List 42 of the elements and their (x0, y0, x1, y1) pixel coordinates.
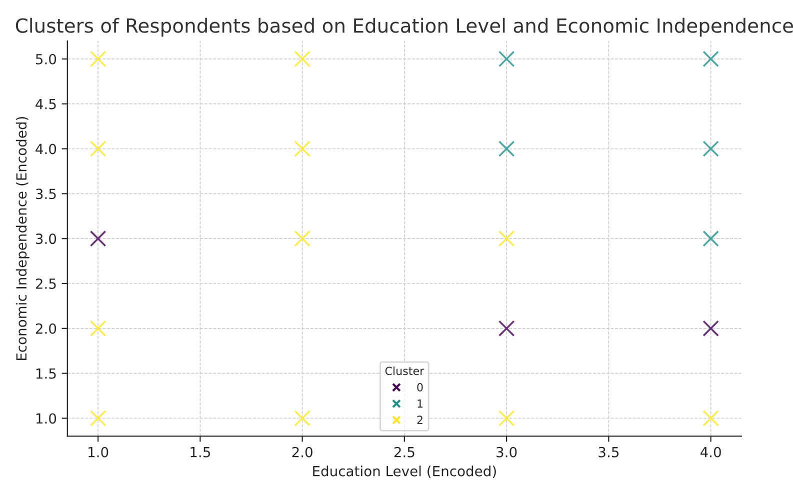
point (294, 230, 310, 247)
legend-label: 0 (417, 383, 423, 392)
x-tick-label: 2.5 (394, 446, 414, 458)
y-axis-title: Economic Independence (Encoded) (16, 117, 30, 360)
y-tick-label: 1.0 (36, 413, 56, 424)
point (90, 140, 106, 157)
point (498, 320, 515, 337)
legend-label: 2 (417, 416, 422, 424)
point (90, 230, 106, 247)
point (90, 410, 106, 426)
y-tick-label: 3.0 (36, 234, 56, 244)
point (498, 410, 515, 426)
point (294, 410, 310, 426)
legend-label: 1 (418, 399, 422, 408)
chart-title: Clusters of Respondents based on Education Level and Economic Independence (16, 18, 793, 37)
x-tick-label: 2.0 (292, 446, 312, 458)
x-tick-label: 4.0 (700, 446, 721, 458)
point (702, 320, 720, 337)
y-tick-label: 3.5 (36, 188, 56, 200)
x-tick-label: 1.0 (88, 446, 108, 458)
legend-title: Cluster (385, 366, 424, 376)
y-tick-label: 5.0 (36, 54, 56, 64)
y-tick-label: 4.0 (36, 144, 56, 154)
point (702, 50, 720, 68)
x-tick-label: 1.5 (190, 447, 210, 458)
point (90, 320, 106, 337)
point (294, 50, 310, 68)
y-tick-label: 2.5 (36, 278, 56, 289)
y-tick-label: 1.5 (36, 368, 56, 379)
x-tick-label: 3.0 (496, 446, 517, 458)
x-tick-label: 3.5 (598, 446, 619, 458)
x-axis-title: Education Level (Encoded) (313, 466, 496, 478)
point (702, 410, 720, 426)
point (498, 50, 515, 68)
point (702, 230, 720, 247)
y-tick-label: 2.0 (36, 323, 56, 334)
point (294, 140, 310, 157)
point (498, 230, 515, 247)
point (498, 140, 515, 157)
y-tick-label: 4.5 (36, 99, 56, 110)
point (702, 140, 720, 157)
point (90, 50, 106, 68)
